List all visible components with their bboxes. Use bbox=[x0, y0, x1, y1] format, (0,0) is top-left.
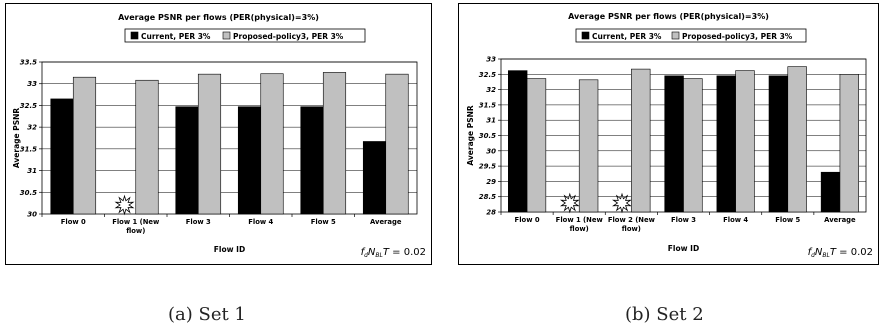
legend-label: Proposed-policy3, PER 3% bbox=[233, 32, 344, 41]
x-tick-label: Flow 0 bbox=[61, 218, 86, 226]
y-tick-label: 32 bbox=[27, 124, 37, 132]
bar-current bbox=[175, 106, 199, 215]
y-tick-label: 33.5 bbox=[20, 59, 37, 67]
bar-proposed bbox=[385, 73, 409, 215]
bar-current bbox=[664, 75, 684, 213]
bar-proposed bbox=[631, 68, 651, 213]
chart-title: Average PSNR per flows (PER(physical)=3%… bbox=[118, 13, 319, 22]
y-axis-label: Average PSNR bbox=[466, 105, 475, 166]
legend: Current, PER 3% Proposed-policy3, PER 3% bbox=[575, 28, 807, 43]
chart-svg: Average PSNR per flows (PER(physical)=3%… bbox=[458, 3, 879, 265]
legend-label: Proposed-policy3, PER 3% bbox=[682, 32, 793, 41]
legend-swatch bbox=[581, 31, 590, 40]
y-tick-label: 31 bbox=[486, 117, 496, 125]
y-tick-label: 31 bbox=[27, 167, 37, 175]
legend-box bbox=[575, 28, 807, 43]
y-tick-label: 30.5 bbox=[20, 189, 37, 197]
chart-panel-set-1: Average PSNR per flows (PER(physical)=3%… bbox=[5, 3, 432, 265]
bar-proposed bbox=[683, 78, 703, 213]
missing-value-burst-icon bbox=[114, 194, 135, 216]
legend-swatch bbox=[671, 31, 680, 40]
legend-box bbox=[124, 28, 366, 43]
legend-label: Current, PER 3% bbox=[592, 32, 662, 41]
legend: Current, PER 3% Proposed-policy3, PER 3% bbox=[124, 28, 366, 43]
caption-set-1: (a) Set 1 bbox=[168, 304, 246, 325]
y-tick-label: 32.5 bbox=[20, 102, 37, 110]
bar-proposed bbox=[260, 73, 284, 215]
x-tick-label: Flow 5 bbox=[311, 218, 336, 226]
x-axis-label: Flow ID bbox=[214, 245, 245, 254]
bar-current bbox=[716, 75, 736, 213]
bar-proposed bbox=[135, 79, 159, 215]
bar-current bbox=[507, 70, 528, 213]
bar-proposed bbox=[578, 79, 599, 213]
bar-current bbox=[362, 141, 387, 215]
x-tick-label: Flow 1 (New flow) bbox=[556, 216, 604, 233]
bar-proposed bbox=[735, 70, 755, 213]
y-tick-label: 30 bbox=[486, 147, 496, 155]
bar-current bbox=[300, 106, 324, 215]
bar-proposed bbox=[526, 78, 547, 213]
caption-set-2: (b) Set 2 bbox=[625, 304, 704, 325]
x-tick-label: Average bbox=[824, 216, 856, 224]
x-axis-label: Flow ID bbox=[668, 244, 699, 253]
x-tick-label: Flow 5 bbox=[775, 216, 800, 224]
y-tick-label: 28.5 bbox=[479, 193, 496, 201]
bar-current bbox=[820, 171, 841, 213]
x-tick-label: Flow 3 bbox=[671, 216, 696, 224]
bar-proposed bbox=[787, 66, 807, 213]
y-axis-label: Average PSNR bbox=[12, 108, 21, 169]
y-tick-label: 29 bbox=[486, 178, 496, 186]
y-tick-label: 33 bbox=[27, 80, 37, 88]
formula-annotation: fdNBLT = 0.02 bbox=[361, 247, 426, 259]
x-tick-label: Flow 4 bbox=[723, 216, 748, 224]
chart-panel-set-2: Average PSNR per flows (PER(physical)=3%… bbox=[458, 3, 879, 265]
y-tick-label: 31.5 bbox=[20, 145, 37, 153]
missing-value-burst-icon bbox=[559, 192, 580, 214]
legend-swatch bbox=[130, 31, 139, 40]
legend-label: Current, PER 3% bbox=[141, 32, 211, 41]
bar-current bbox=[50, 98, 74, 215]
x-tick-label: Flow 0 bbox=[515, 216, 540, 224]
x-tick-label: Average bbox=[370, 218, 402, 226]
bar-current bbox=[768, 75, 789, 213]
legend-swatch bbox=[222, 31, 231, 40]
y-tick-label: 32 bbox=[486, 86, 496, 94]
bar-proposed bbox=[197, 73, 222, 215]
bar-proposed bbox=[322, 72, 347, 215]
x-tick-label: Flow 2 (New flow) bbox=[608, 216, 656, 233]
x-tick-label: Flow 4 bbox=[248, 218, 273, 226]
x-tick-label: Flow 1 (New flow) bbox=[112, 218, 160, 235]
plot-area bbox=[41, 61, 418, 215]
bar-proposed bbox=[72, 76, 97, 215]
y-tick-label: 33 bbox=[486, 56, 496, 64]
y-tick-label: 30.5 bbox=[479, 132, 496, 140]
y-tick-label: 31.5 bbox=[479, 101, 496, 109]
y-tick-label: 30 bbox=[27, 211, 37, 219]
bar-proposed bbox=[839, 74, 859, 213]
formula-annotation: fdNBLT = 0.02 bbox=[808, 247, 873, 259]
chart-title: Average PSNR per flows (PER(physical)=3%… bbox=[568, 12, 769, 21]
missing-value-burst-icon bbox=[612, 192, 632, 214]
y-tick-label: 28 bbox=[486, 209, 496, 217]
y-tick-label: 32.5 bbox=[479, 71, 496, 79]
x-tick-label: Flow 3 bbox=[186, 218, 211, 226]
y-tick-label: 29.5 bbox=[479, 163, 496, 171]
chart-svg: Average PSNR per flows (PER(physical)=3%… bbox=[5, 3, 432, 265]
bar-current bbox=[237, 106, 262, 215]
